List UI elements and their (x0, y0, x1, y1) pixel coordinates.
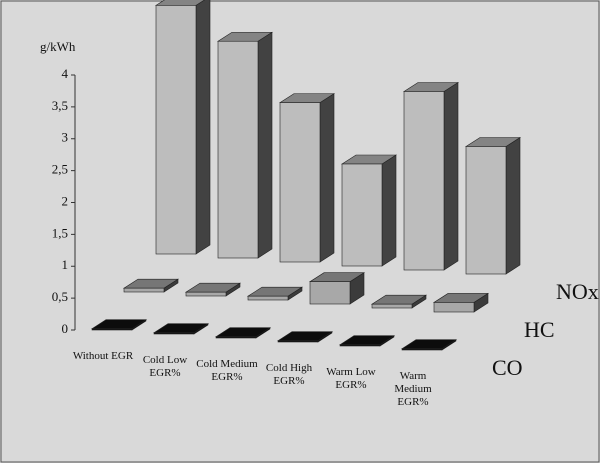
bar-front (403, 91, 445, 271)
x-tick-label: Warm Medium EGR% (394, 370, 432, 408)
y-tick-label: 3 (62, 130, 69, 145)
bar-top (152, 323, 210, 334)
bar-front (465, 146, 507, 275)
bar-front (401, 348, 443, 351)
bar-side (195, 0, 211, 255)
x-tick-label: Cold High EGR% (265, 362, 313, 387)
bar-top (214, 327, 272, 338)
bar-front (279, 102, 321, 263)
y-tick-label: 0 (62, 321, 69, 336)
bar-top (400, 339, 458, 350)
bar (152, 323, 210, 335)
bar (246, 286, 304, 301)
y-tick-label: 2,5 (52, 162, 68, 177)
bar-front (185, 291, 227, 297)
x-tick-label: Without EGR (72, 350, 134, 362)
bar-front (123, 287, 165, 293)
bar (184, 282, 242, 297)
legend-label: NOx (556, 279, 599, 304)
legend-label: CO (492, 355, 523, 380)
bar (216, 31, 274, 259)
bar-front (215, 336, 257, 339)
y-tick-label: 4 (62, 66, 69, 81)
x-tick-label: Cold Medium EGR% (196, 358, 258, 383)
bar-front (247, 295, 289, 301)
bar-front (155, 5, 197, 255)
bar-side (505, 136, 521, 275)
bar-side (319, 93, 335, 263)
bar (122, 278, 180, 293)
bar-front (433, 302, 475, 313)
bar (308, 272, 366, 305)
bar-front (341, 163, 383, 267)
bar (400, 339, 458, 351)
bar (276, 331, 334, 343)
bar-front (309, 281, 351, 305)
bar (214, 327, 272, 339)
bar-front (371, 303, 413, 309)
x-tick-label: Warm Low EGR% (326, 366, 376, 391)
x-tick-label: Cold Low EGR% (142, 354, 188, 379)
bar (402, 81, 460, 271)
bar-top (276, 331, 334, 342)
bar (90, 319, 148, 331)
bar-side (443, 81, 459, 271)
bar (370, 294, 428, 309)
bar (432, 292, 490, 313)
bar-front (153, 332, 195, 335)
y-tick-label: 0,5 (52, 289, 68, 304)
y-axis-label: g/kWh (40, 39, 76, 54)
y-tick-label: 1,5 (52, 225, 68, 240)
y-tick-label: 3,5 (52, 98, 68, 113)
bar (338, 335, 396, 347)
legend-label: HC (524, 317, 555, 342)
bar-side (381, 154, 397, 267)
bar-front (217, 40, 259, 259)
bar-front (91, 328, 133, 331)
bar-top (90, 319, 148, 330)
bar-front (339, 344, 381, 347)
bar-top (338, 335, 396, 346)
bar (278, 93, 336, 263)
bar-side (257, 31, 273, 259)
y-tick-label: 2 (62, 193, 69, 208)
bar-front (277, 340, 319, 343)
bar (154, 0, 211, 255)
bar (340, 154, 398, 267)
bar (464, 136, 522, 275)
y-tick-label: 1 (62, 257, 69, 272)
